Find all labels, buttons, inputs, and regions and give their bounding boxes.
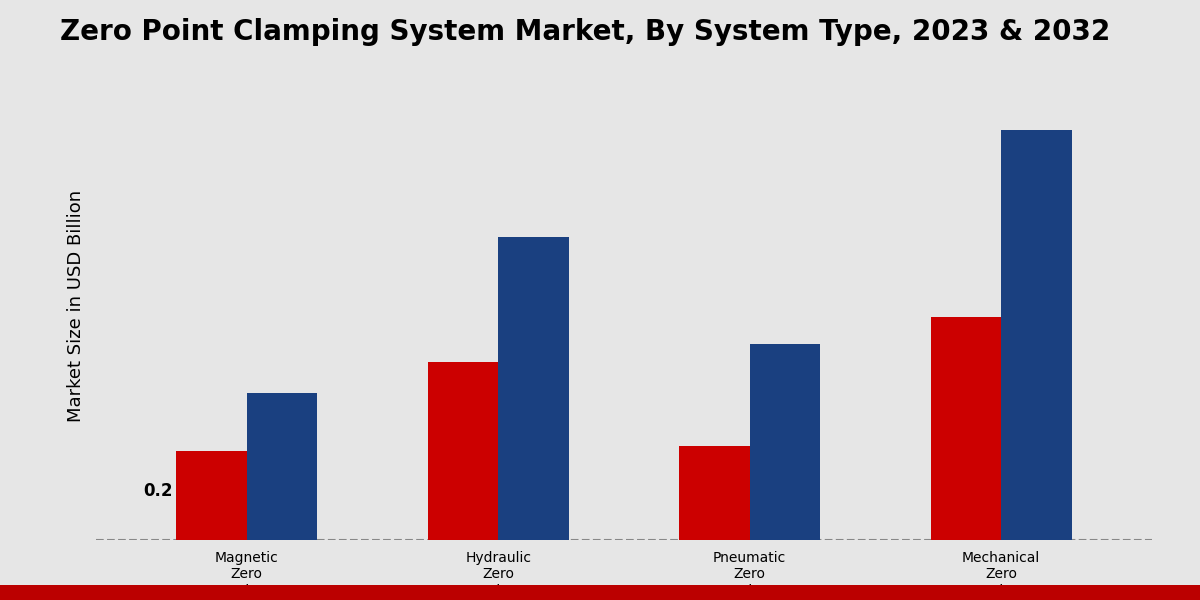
Bar — [247, 393, 317, 540]
Bar — [679, 446, 750, 540]
Bar — [931, 317, 1001, 540]
Text: Zero Point Clamping System Market, By System Type, 2023 & 2032: Zero Point Clamping System Market, By Sy… — [60, 18, 1110, 46]
Bar — [498, 237, 569, 540]
Text: 0.2: 0.2 — [144, 482, 173, 500]
Y-axis label: Market Size in USD Billion: Market Size in USD Billion — [67, 190, 85, 422]
Bar — [1001, 130, 1072, 540]
Bar — [750, 344, 820, 540]
Bar — [176, 451, 247, 540]
Bar — [428, 362, 498, 540]
